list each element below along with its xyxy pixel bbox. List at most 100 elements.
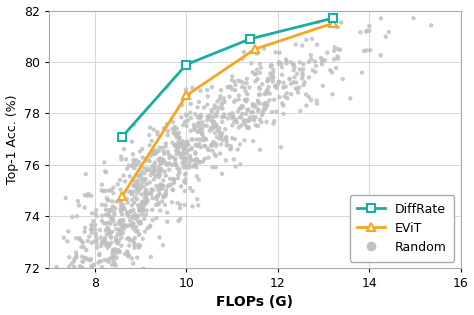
Point (293, 71, 301, 76)
Point (78, 267, 86, 272)
Point (62, 195, 70, 200)
Point (128, 192, 135, 197)
Point (116, 249, 123, 254)
Point (58, 278, 65, 283)
Point (59, 278, 67, 283)
Point (208, 110, 216, 115)
Point (48, 278, 56, 283)
Point (107, 208, 115, 213)
Point (128, 222, 135, 227)
Point (117, 187, 124, 192)
Point (109, 185, 117, 190)
Point (114, 248, 122, 253)
Point (130, 200, 138, 205)
Point (198, 131, 206, 136)
Point (55, 278, 63, 283)
Point (150, 127, 157, 132)
Point (126, 218, 134, 223)
Point (137, 169, 145, 175)
Point (84, 191, 92, 196)
Point (62, 278, 69, 283)
Point (55, 278, 62, 283)
Point (65, 278, 73, 283)
Point (260, 102, 267, 107)
Point (104, 198, 112, 203)
Point (214, 99, 221, 104)
Point (305, 94, 312, 99)
Point (239, 80, 247, 85)
Point (142, 212, 150, 217)
Point (241, 138, 248, 143)
Point (428, 23, 435, 28)
Point (112, 278, 119, 283)
Point (226, 112, 233, 117)
Point (117, 218, 124, 223)
Point (88, 227, 96, 232)
Point (120, 206, 128, 211)
Point (281, 94, 289, 99)
Point (337, 20, 345, 25)
Point (135, 219, 142, 224)
Point (95, 278, 102, 283)
Point (200, 123, 207, 128)
Point (74, 198, 82, 203)
Point (102, 221, 110, 226)
Point (214, 105, 222, 110)
Point (227, 143, 235, 148)
Point (61, 278, 69, 283)
Point (275, 79, 283, 84)
Point (107, 235, 115, 240)
Point (264, 76, 272, 81)
Point (159, 243, 167, 248)
Point (174, 146, 182, 152)
Point (237, 123, 245, 128)
Point (216, 97, 224, 102)
Point (206, 114, 213, 119)
Point (181, 202, 189, 207)
Point (140, 208, 147, 213)
Point (253, 51, 261, 56)
Point (100, 278, 108, 283)
Point (182, 140, 189, 145)
Point (260, 46, 268, 51)
Point (210, 115, 217, 120)
Point (83, 278, 91, 283)
Point (136, 203, 144, 209)
Point (106, 242, 113, 247)
Point (105, 229, 113, 234)
Point (161, 203, 169, 208)
Point (202, 137, 210, 142)
Point (155, 235, 163, 240)
Point (232, 164, 239, 169)
Point (129, 152, 137, 157)
Point (136, 219, 144, 224)
Point (64, 278, 72, 283)
Point (240, 119, 247, 124)
Point (266, 71, 274, 76)
Point (177, 141, 185, 146)
Point (160, 178, 167, 183)
Point (219, 114, 226, 119)
Point (205, 155, 212, 160)
Point (139, 206, 147, 211)
Point (139, 176, 147, 181)
Point (55, 278, 63, 283)
Point (80, 259, 87, 264)
Point (47, 278, 55, 283)
Point (170, 180, 178, 185)
Point (111, 247, 118, 252)
Point (143, 200, 150, 205)
Point (181, 147, 188, 152)
Point (150, 151, 157, 156)
Point (365, 28, 373, 33)
Point (211, 152, 219, 157)
Point (263, 119, 270, 124)
Point (81, 229, 89, 234)
Point (128, 223, 136, 228)
Point (73, 278, 81, 283)
Point (182, 172, 189, 177)
Point (175, 139, 182, 144)
Point (158, 160, 166, 165)
Point (55, 278, 62, 283)
Point (181, 160, 188, 165)
